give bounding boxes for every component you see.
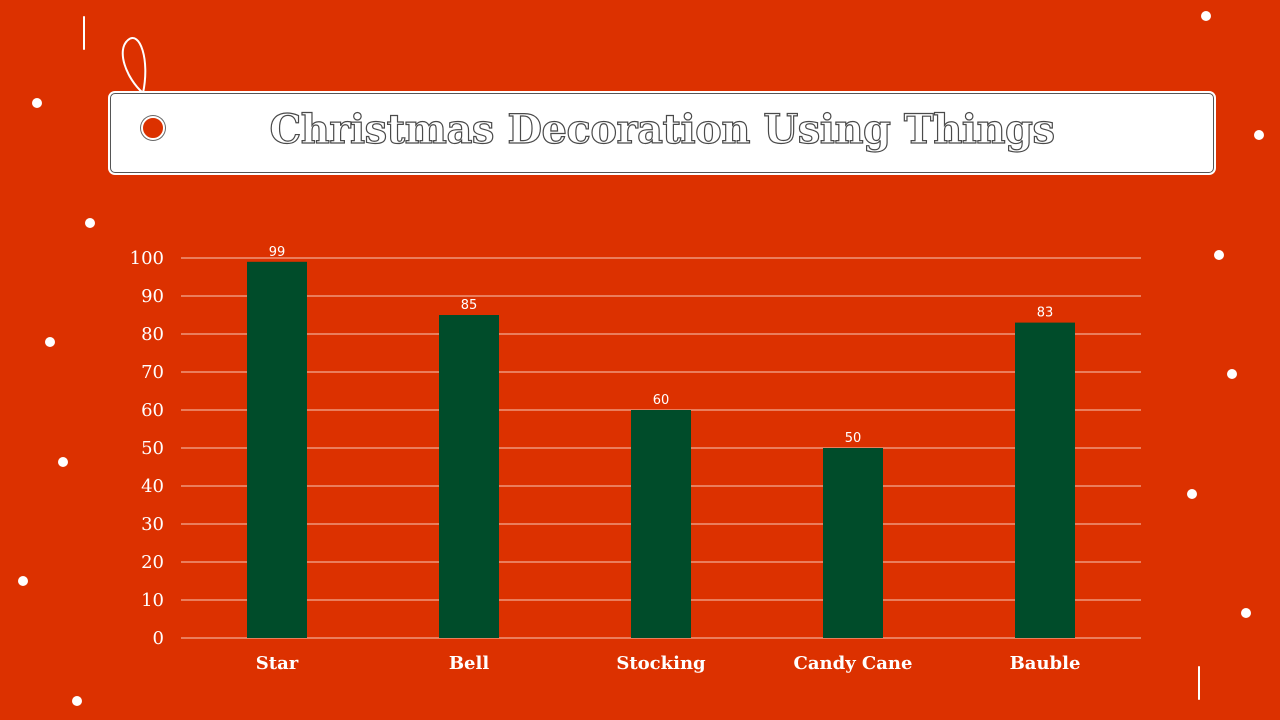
snow-dot [1241,608,1251,618]
bar [1015,322,1075,638]
data-label: 85 [461,298,478,313]
data-label: 50 [845,431,862,446]
y-tick-label: 80 [141,324,164,345]
snow-dot [1201,11,1211,21]
y-tick-label: 30 [141,514,164,535]
data-label: 60 [653,393,670,408]
snow-dot [18,576,28,586]
y-axis: 0 10 20 30 40 50 60 70 80 90 100 [130,248,164,649]
bar [439,315,499,638]
y-tick-label: 90 [141,286,164,307]
data-label: 99 [269,245,286,260]
snow-dot [72,696,82,706]
snow-dot [1227,369,1237,379]
y-tick-label: 50 [141,438,164,459]
x-tick-label: Bell [449,653,490,674]
y-tick-label: 70 [141,362,164,383]
y-tick-label: 20 [141,552,164,573]
x-tick-label: Candy Cane [794,653,913,674]
bar [631,410,691,638]
snow-dot [1214,250,1224,260]
snow-dot [85,218,95,228]
y-tick-label: 10 [141,590,164,611]
snow-dot [1187,489,1197,499]
tag-string [121,37,147,94]
bar [823,448,883,638]
data-label: 83 [1037,306,1054,321]
tag-hole [141,116,165,140]
slide-title: Christmas Decoration Using Things [269,105,1056,153]
chart-bars [247,261,1075,638]
snow-dot [32,98,42,108]
y-tick-label: 60 [141,400,164,421]
x-tick-label: Stocking [616,653,706,674]
x-axis: Star Bell Stocking Candy Cane Bauble [256,653,1081,674]
y-tick-label: 0 [153,628,164,649]
bar [247,261,307,638]
y-tick-label: 100 [130,248,164,269]
title-tag: Christmas Decoration Using Things [110,93,1214,173]
data-labels: 99 85 60 50 83 [269,245,1054,446]
y-tick-label: 40 [141,476,164,497]
snow-dot [45,337,55,347]
snow-dot [58,457,68,467]
x-tick-label: Star [256,653,299,674]
x-tick-label: Bauble [1010,653,1081,674]
snow-dot [1254,130,1264,140]
